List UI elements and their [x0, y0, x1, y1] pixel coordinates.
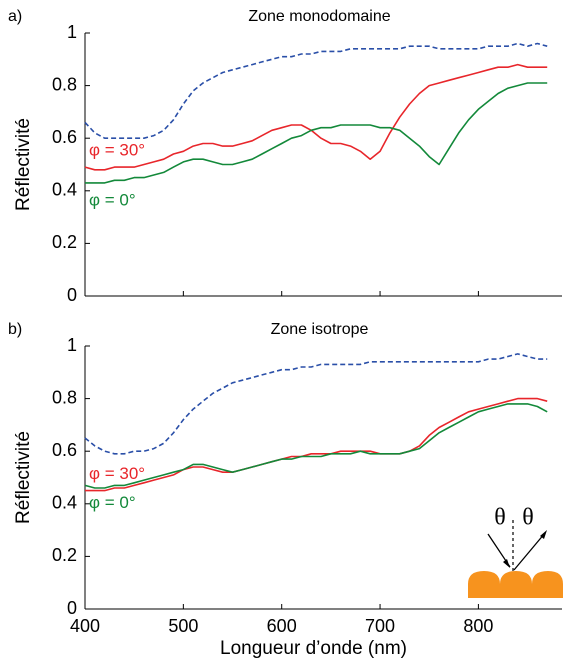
- y-tick-label: 1: [67, 335, 77, 355]
- y-tick-label: 0: [67, 285, 77, 305]
- y-tick-label: 0.8: [52, 387, 77, 407]
- arrow-head: [540, 530, 547, 539]
- series-line: [84, 42, 548, 139]
- series-label: φ = 30°: [89, 464, 145, 483]
- x-tick-label: 800: [463, 616, 493, 636]
- series-label: φ = 0°: [89, 190, 136, 209]
- y-axis-label: Réflectivité: [13, 118, 34, 211]
- series-line: [84, 403, 548, 489]
- y-tick-label: 0.4: [52, 493, 77, 513]
- y-tick-label: 0.6: [52, 440, 77, 460]
- y-tick-label: 0.8: [52, 74, 77, 94]
- x-tick-label: 700: [365, 616, 395, 636]
- incidence-inset: [468, 520, 563, 598]
- y-tick-label: 0.2: [52, 545, 77, 565]
- series-label: φ = 30°: [89, 141, 145, 160]
- chart-title: Zone monodomaine: [248, 8, 390, 25]
- panel-label: b): [8, 321, 22, 338]
- panel-label: a): [8, 8, 22, 25]
- angle-label: θ: [494, 505, 506, 531]
- y-tick-label: 0.4: [52, 180, 77, 200]
- series-line: [85, 397, 548, 492]
- y-tick-label: 0: [67, 598, 77, 618]
- y-tick-label: 1: [67, 22, 77, 42]
- series-label: φ = 0°: [89, 493, 136, 512]
- reflected-ray: [513, 532, 546, 571]
- x-axis-label: Longueur d’onde (nm): [220, 638, 407, 659]
- x-tick-label: 500: [168, 616, 198, 636]
- angle-label: θ: [522, 505, 534, 531]
- x-tick-label: 400: [70, 616, 100, 636]
- arrow-head: [503, 559, 510, 568]
- y-axis-label: Réflectivité: [13, 431, 34, 524]
- series-line: [84, 63, 548, 171]
- x-tick-label: 600: [267, 616, 297, 636]
- series-line: [84, 353, 548, 455]
- chart-title: Zone isotrope: [271, 321, 369, 338]
- sample-surface: [468, 571, 563, 598]
- y-tick-label: 0.2: [52, 232, 77, 252]
- series-line: [85, 82, 548, 184]
- y-tick-label: 0.6: [52, 127, 77, 147]
